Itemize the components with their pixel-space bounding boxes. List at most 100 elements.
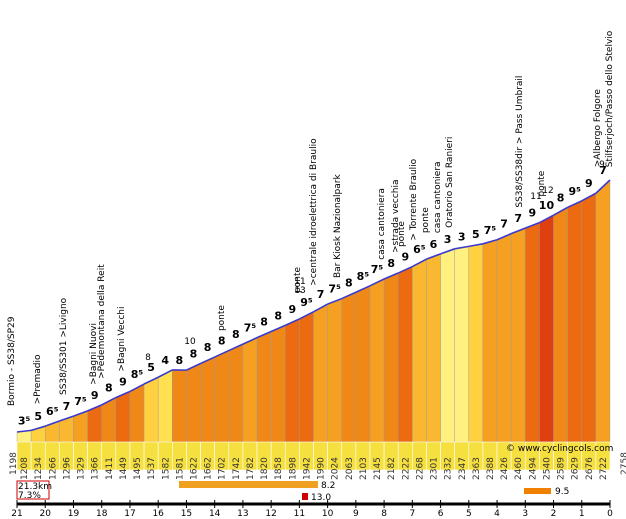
altitude-label-14: 1662 bbox=[204, 457, 214, 480]
segment-15 bbox=[214, 350, 229, 443]
poi-label-6: >Bagni Vecchi bbox=[117, 306, 127, 371]
segment-16 bbox=[228, 343, 244, 443]
profile-line-31 bbox=[440, 248, 455, 255]
segment-13 bbox=[186, 363, 201, 443]
gradient-label-22: 7 bbox=[317, 288, 325, 301]
segment-35 bbox=[496, 233, 512, 443]
altitude-label-20: 1898 bbox=[288, 457, 298, 480]
altitude-label-18: 1820 bbox=[260, 457, 270, 480]
km-tick-label-11: 11 bbox=[294, 509, 305, 519]
poi-label-11: casa cantoniera bbox=[377, 188, 387, 260]
gradient-label-9: 8⁵ bbox=[131, 368, 144, 381]
altitude-label-8: 1449 bbox=[119, 457, 129, 480]
profile-line-11 bbox=[157, 369, 173, 378]
segment-38 bbox=[539, 214, 554, 443]
summary-box bbox=[16, 480, 50, 500]
poi-label-10: Bar Kiosk Nazionalpark bbox=[333, 174, 343, 279]
gradient-label-33: 5 bbox=[472, 228, 480, 241]
gradient-label-11: 4 bbox=[161, 354, 169, 367]
altitude-label-28: 2222 bbox=[401, 457, 411, 480]
km-tick-label-19: 19 bbox=[68, 509, 80, 519]
profile-line-35 bbox=[496, 232, 512, 241]
profile-line-13 bbox=[186, 362, 201, 371]
km-tick-label-17: 17 bbox=[124, 509, 135, 519]
gradient-label-36: 7 bbox=[514, 212, 522, 225]
profile-line-15 bbox=[214, 349, 230, 358]
gradient-label-8: 9 bbox=[119, 375, 127, 388]
poi-label-7: ponte bbox=[217, 305, 227, 331]
bar-8-2-label: 8.2 bbox=[321, 481, 335, 491]
km-tick-label-13: 13 bbox=[237, 509, 248, 519]
altitude-label-35: 2426 bbox=[500, 457, 510, 480]
segment-14 bbox=[200, 356, 215, 443]
profile-line-1 bbox=[16, 429, 32, 433]
altitude-label-29: 2268 bbox=[415, 457, 425, 480]
bar-9-5 bbox=[524, 488, 551, 494]
profile-line-27 bbox=[383, 272, 399, 280]
steepest-label-5: 11 bbox=[530, 192, 541, 202]
profile-line-30 bbox=[426, 253, 441, 260]
km-tick-label-9: 9 bbox=[353, 509, 359, 519]
km-tick-label-0: 0 bbox=[607, 509, 613, 519]
altitude-label-12: 1581 bbox=[175, 457, 185, 480]
gradient-label-32: 3 bbox=[458, 230, 466, 243]
altitude-label-31: 2332 bbox=[444, 457, 454, 480]
gradient-label-3: 6⁵ bbox=[46, 405, 59, 418]
altitude-labels: 1208 1234 1266 1296 1329 1366 1411 1449 1495 1537… bbox=[20, 457, 609, 480]
gradient-label-6: 9 bbox=[91, 389, 99, 402]
altitude-label-24: 2063 bbox=[345, 457, 355, 480]
segment-34 bbox=[482, 239, 498, 443]
altitude-label-15: 1702 bbox=[218, 457, 228, 480]
segment-29 bbox=[412, 258, 427, 443]
profile-line-5 bbox=[73, 410, 88, 417]
segment-36 bbox=[510, 227, 526, 443]
altitude-label-30: 2301 bbox=[430, 457, 440, 480]
altitude-label-34: 2388 bbox=[486, 457, 496, 480]
segment-10 bbox=[143, 376, 159, 443]
profile-line-16 bbox=[228, 343, 244, 352]
gradient-label-7: 8 bbox=[105, 382, 113, 395]
poi-label-17: Oratorio San Ranieri bbox=[445, 137, 455, 228]
segment-40 bbox=[567, 200, 582, 443]
gradient-label-34: 7⁵ bbox=[484, 224, 497, 237]
km-tick-label-8: 8 bbox=[381, 509, 387, 519]
segment-30 bbox=[426, 253, 441, 443]
poi-label-14: > Torrente Braulio bbox=[409, 158, 419, 240]
gradient-label-15: 8 bbox=[218, 335, 226, 348]
segment-22 bbox=[313, 303, 328, 443]
bar-13-0-label: 13.0 bbox=[311, 493, 331, 503]
poi-label-8: ponte bbox=[293, 266, 303, 292]
gradient-label-30: 6 bbox=[430, 238, 438, 251]
gradient-label-38: 10 bbox=[539, 199, 555, 212]
profile-line-37 bbox=[524, 221, 540, 229]
km-tick-label-1: 1 bbox=[579, 509, 585, 519]
steepest-label-7: 9 bbox=[599, 160, 605, 170]
segment-20 bbox=[285, 318, 300, 443]
profile-line-10 bbox=[143, 376, 159, 385]
km-tick-label-6: 6 bbox=[438, 509, 444, 519]
gradient-label-41: 9 bbox=[585, 177, 593, 190]
profile-line-14 bbox=[200, 356, 215, 365]
altitude-label-38: 2540 bbox=[542, 457, 552, 480]
profile-line-42 bbox=[595, 179, 611, 194]
altitude-label-22: 1990 bbox=[317, 457, 327, 480]
gradient-label-5: 7⁵ bbox=[74, 395, 87, 408]
altitude-label-21: 1942 bbox=[302, 457, 312, 480]
segment-32 bbox=[454, 246, 470, 443]
profile-line-4 bbox=[59, 415, 74, 422]
start-altitude: 1198 bbox=[9, 452, 19, 475]
gradient-label-14: 8 bbox=[204, 341, 212, 354]
gradient-label-10: 5 bbox=[147, 361, 155, 374]
profile-line-2 bbox=[30, 425, 46, 432]
segment-39 bbox=[553, 206, 568, 443]
profile-line-41 bbox=[581, 192, 597, 202]
km-tick-label-12: 12 bbox=[265, 509, 276, 519]
poi-label-5: >Pedemontana della Reit bbox=[97, 264, 107, 379]
gradient-label-24: 8 bbox=[345, 276, 353, 289]
segment-8 bbox=[115, 391, 131, 443]
profile-line-33 bbox=[468, 243, 484, 248]
profile-line-23 bbox=[327, 297, 343, 305]
gradient-label-1: 3⁵ bbox=[18, 414, 31, 427]
altitude-label-25: 2103 bbox=[359, 457, 369, 480]
